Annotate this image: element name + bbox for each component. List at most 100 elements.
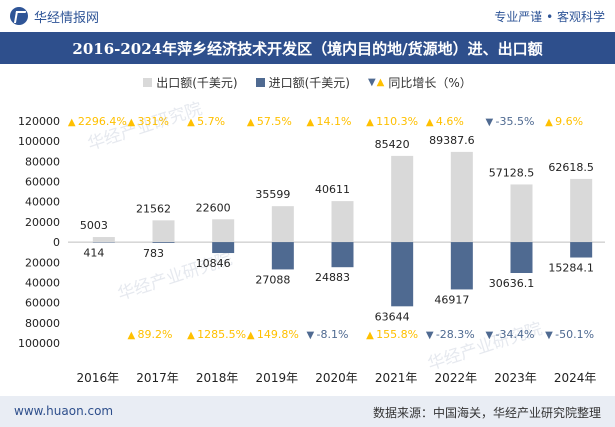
legend-growth-label: 同比增长（%） (388, 75, 472, 90)
footer-bar: www.huaon.com 数据来源：中国海关，华经产业研究院整理 (0, 396, 615, 427)
export-growth-label: 4.6% (436, 115, 464, 128)
import-value-label: 63644 (375, 310, 410, 323)
x-tick-label: 2021年 (375, 371, 418, 385)
import-bar (331, 242, 354, 268)
growth-up-icon: ▲ (307, 117, 315, 128)
export-value-label: 40611 (315, 183, 350, 196)
import-growth-label: 149.8% (257, 328, 299, 341)
import-bar (570, 242, 593, 258)
export-growth-label: 14.1% (317, 115, 352, 128)
y-tick-label: 40000 (25, 276, 60, 289)
export-value-label: 85420 (375, 138, 410, 151)
export-growth-label: 331% (138, 115, 169, 128)
export-value-label: 35599 (255, 188, 290, 201)
import-bar (391, 242, 414, 307)
legend-import: 进口额(千美元) (255, 74, 350, 91)
y-tick-label: 0 (53, 236, 60, 249)
growth-up-icon: ▲ (187, 330, 195, 341)
brand: 华经情报网 (10, 6, 99, 26)
growth-up-icon: ▲ (366, 117, 374, 128)
import-bar (212, 242, 235, 254)
import-bar (450, 242, 473, 290)
y-tick-label: 20000 (25, 216, 60, 229)
export-bar (152, 220, 175, 243)
chart-plot: 华经产业研究院华经产业研究院华经产业研究院1000008000060000400… (18, 99, 605, 385)
growth-down-icon: ▼ (486, 330, 494, 341)
triangle-up-down-icon: ▼ ▲ (367, 76, 385, 88)
export-swatch-icon (143, 77, 153, 87)
export-bar (450, 151, 473, 243)
x-tick-label: 2019年 (256, 371, 299, 385)
import-value-label: 46917 (434, 293, 469, 306)
growth-up-icon: ▲ (426, 117, 434, 128)
import-bar (510, 242, 533, 274)
export-value-label: 57128.5 (489, 166, 535, 179)
import-value-label: 27088 (255, 273, 290, 286)
import-value-label: 24883 (315, 271, 350, 284)
export-growth-label: 9.6% (555, 115, 583, 128)
export-growth-label: 5.7% (197, 115, 225, 128)
growth-up-icon: ▲ (545, 117, 553, 128)
export-growth-label: 57.5% (257, 115, 292, 128)
chart-title: 2016-2024年萍乡经济技术开发区（境内目的地/货源地）进、出口额 (0, 32, 615, 64)
x-tick-label: 2022年 (435, 371, 478, 385)
import-growth-label: 155.8% (376, 328, 418, 341)
import-value-label: 414 (83, 247, 104, 260)
y-tick-label: 60000 (25, 176, 60, 189)
import-value-label: 783 (143, 247, 164, 260)
growth-up-icon: ▲ (128, 330, 136, 341)
export-value-label: 22600 (196, 201, 231, 214)
export-bar (391, 155, 414, 243)
export-value-label: 89387.6 (429, 134, 475, 147)
import-growth-label: -8.1% (317, 328, 349, 341)
growth-down-icon: ▼ (486, 117, 494, 128)
import-swatch-icon (255, 77, 265, 87)
x-tick-label: 2024年 (554, 371, 597, 385)
legend-export-label: 出口额(千美元) (156, 75, 238, 90)
brand-name: 华经情报网 (34, 10, 100, 26)
export-bar (570, 178, 593, 243)
growth-up-icon: ▲ (68, 117, 76, 128)
export-bar (271, 206, 294, 243)
export-growth-label: 2296.4% (78, 115, 127, 128)
import-value-label: 10846 (196, 257, 231, 270)
import-value-label: 30636.1 (489, 277, 535, 290)
growth-up-icon: ▲ (128, 117, 136, 128)
y-tick-label: 80000 (25, 317, 60, 330)
y-tick-label: 100000 (18, 135, 60, 148)
import-growth-label: -28.3% (436, 328, 475, 341)
y-tick-label: 20000 (25, 256, 60, 269)
import-bar (152, 242, 175, 243)
y-tick-label: 100000 (18, 337, 60, 350)
x-tick-label: 2018年 (196, 371, 239, 385)
growth-down-icon: ▼ (545, 330, 553, 341)
export-value-label: 62618.5 (548, 161, 594, 174)
growth-up-icon: ▲ (366, 330, 374, 341)
x-tick-label: 2020年 (315, 371, 358, 385)
import-growth-label: 1285.5% (197, 328, 246, 341)
import-growth-label: -50.1% (555, 328, 594, 341)
import-growth-label: 89.2% (138, 328, 173, 341)
y-tick-label: 120000 (18, 115, 60, 128)
import-value-label: 15284.1 (548, 262, 594, 275)
footer-site: www.huaon.com (14, 404, 114, 418)
tagline: 专业严谨 • 客观科学 (494, 10, 605, 24)
export-bar (510, 184, 533, 243)
growth-down-icon: ▼ (426, 330, 434, 341)
export-growth-label: -35.5% (496, 115, 535, 128)
import-growth-label: -34.4% (496, 328, 535, 341)
y-tick-label: 60000 (25, 297, 60, 310)
export-bar (331, 201, 354, 243)
y-tick-label: 40000 (25, 196, 60, 209)
legend-growth: ▼ ▲ 同比增长（%） (368, 74, 472, 91)
footer-source: 数据来源：中国海关，华经产业研究院整理 (372, 406, 601, 420)
growth-up-icon: ▲ (247, 117, 255, 128)
x-tick-label: 2017年 (136, 371, 179, 385)
export-value-label: 21562 (136, 202, 171, 215)
legend-import-label: 进口额(千美元) (268, 75, 350, 90)
growth-up-icon: ▲ (247, 330, 255, 341)
huajing-logo-icon (10, 7, 28, 25)
chart-legend: 出口额(千美元) 进口额(千美元) ▼ ▲ 同比增长（%） (0, 73, 615, 91)
y-tick-label: 80000 (25, 155, 60, 168)
export-bar (212, 219, 235, 243)
